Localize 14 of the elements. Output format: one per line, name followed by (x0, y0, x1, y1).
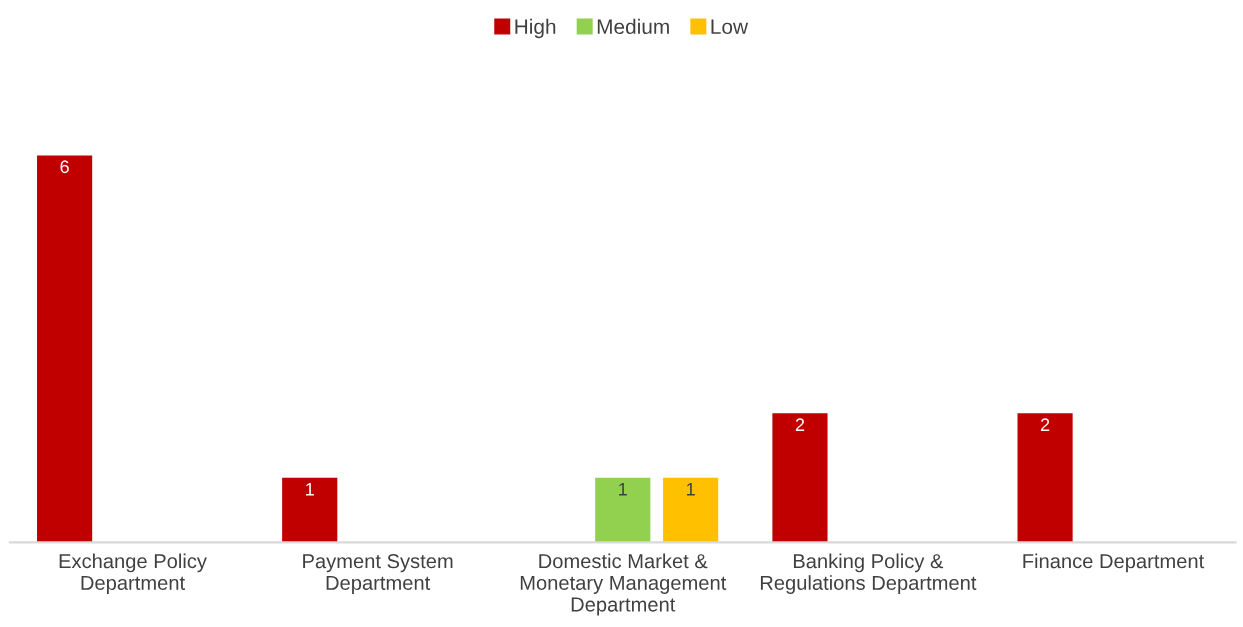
data-label: 1 (306, 483, 314, 496)
data-label: 1 (687, 483, 695, 496)
legend-label: Medium (597, 18, 669, 35)
legend-label: Low (711, 19, 749, 35)
x-tick-label: Payment System Department (303, 554, 453, 594)
legend-label: High (515, 18, 556, 39)
data-label: 1 (619, 483, 627, 496)
x-tick-label: Exchange Policy Department (59, 553, 207, 594)
x-tick-label: Banking Policy & Regulations Department (760, 553, 977, 594)
x-tick-label: Finance Department (1023, 553, 1205, 573)
data-label: 2 (795, 418, 805, 431)
data-label: 6 (60, 160, 69, 174)
data-label: 2 (1040, 418, 1050, 431)
x-tick-label: Domestic Market & Monetary Management Department (520, 553, 727, 616)
